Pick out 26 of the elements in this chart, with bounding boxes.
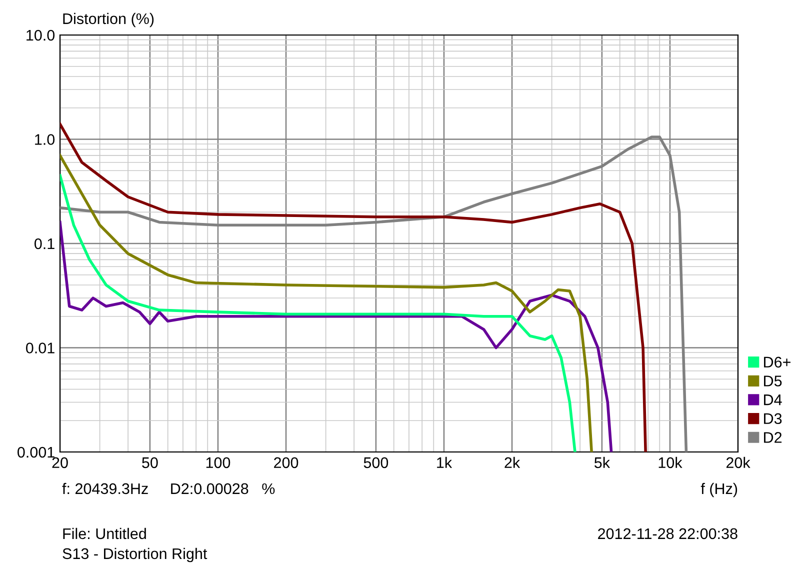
y-tick-label: 10.0 — [26, 30, 55, 41]
y-tick-label: 0.01 — [26, 342, 54, 354]
x-tick-label: 2k — [504, 456, 520, 468]
y-axis-title: Distortion (%) — [63, 12, 154, 28]
legend-label: D6+ — [764, 356, 790, 368]
x-axis-title: f (Hz) — [700, 482, 738, 498]
text: S13 - Distortion Right — [62, 548, 208, 562]
legend-label: D2 — [764, 432, 782, 443]
y-tick-label: 1.0 — [35, 134, 55, 145]
x-tick-label: 100 — [206, 457, 230, 468]
text: File: Untitled — [63, 528, 146, 540]
x-tick-label: 20k — [726, 456, 750, 468]
y-tick-label: 0.001 — [18, 446, 54, 458]
text: 2012-11-28 22:00:38 — [598, 528, 738, 540]
x-tick-label: 200 — [274, 457, 298, 468]
legend-label: D3 — [764, 413, 782, 424]
x-tick-label: 500 — [364, 457, 388, 468]
x-tick-label: 1k — [437, 456, 452, 468]
legend-label: D4 — [764, 394, 782, 406]
legend-label: D5 — [764, 376, 782, 386]
x-tick-label: 10k — [658, 456, 682, 468]
x-tick-label: 50 — [142, 457, 158, 468]
text: f: 20439.3Hz D2:0.00028 % — [62, 482, 275, 494]
x-tick-label: 20 — [52, 457, 68, 468]
y-tick-label: 0.1 — [34, 238, 54, 250]
x-tick-label: 5k — [594, 456, 610, 468]
